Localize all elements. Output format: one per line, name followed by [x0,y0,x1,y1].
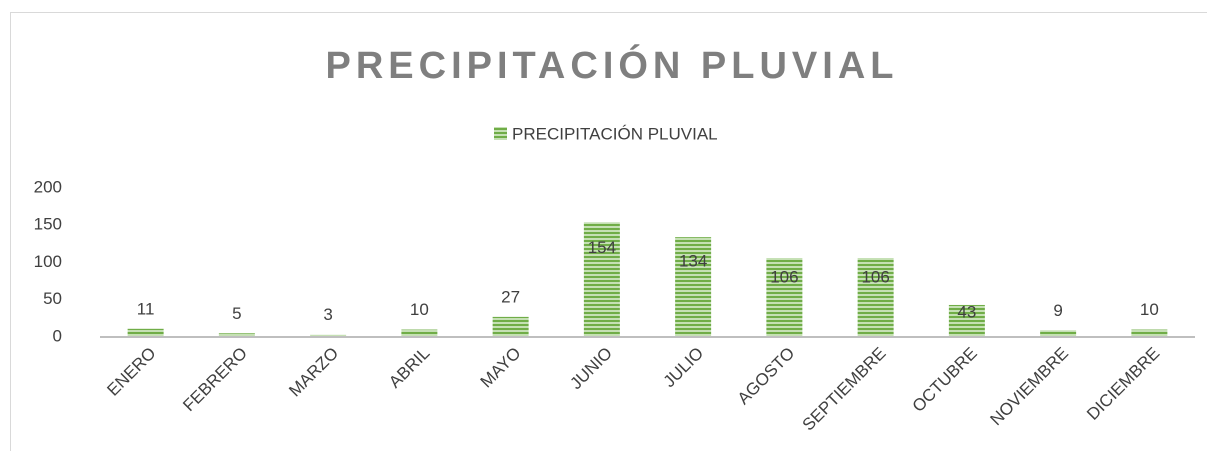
data-label: 27 [501,287,520,306]
legend-label: PRECIPITACIÓN PLUVIAL [512,124,718,143]
data-label: 106 [770,267,798,286]
x-tick-label: OCTUBRE [909,344,981,416]
data-label: 43 [957,302,976,321]
data-label: 5 [232,304,241,323]
bar [1040,330,1077,337]
bar [583,222,620,337]
data-label: 11 [137,299,155,318]
x-tick-label: NOVIEMBRE [987,344,1073,430]
x-tick-label: DICIEMBRE [1083,344,1163,424]
x-tick-label: MARZO [285,344,342,401]
data-label: 10 [1140,300,1159,319]
bar [218,333,255,337]
x-tick-label: JULIO [660,344,708,392]
data-label: 134 [679,252,707,271]
legend-swatch [494,127,507,140]
y-tick-label: 200 [34,177,62,196]
bar [948,304,985,337]
y-tick-label: 150 [34,215,62,234]
bar [1131,329,1168,337]
y-tick-label: 100 [34,252,62,271]
x-tick-label: JUNIO [566,344,615,393]
bar [401,329,438,337]
x-tick-label: ABRIL [385,344,433,392]
bar [127,328,164,337]
y-tick-label: 50 [43,289,62,308]
data-label: 9 [1053,301,1062,320]
data-label: 10 [410,300,429,319]
bar [492,316,529,337]
data-label: 154 [588,238,616,257]
y-tick-label: 0 [53,326,62,345]
bar [675,237,712,337]
x-tick-label: FEBRERO [179,344,251,416]
data-label: 106 [861,267,889,286]
x-tick-label: SEPTIEMBRE [799,344,890,435]
bar [766,258,803,337]
data-label: 3 [323,305,332,324]
x-tick-label: AGOSTO [734,344,799,409]
chart-border [10,12,1207,451]
bar [857,258,894,337]
x-tick-label: MAYO [477,344,525,392]
chart-title: PRECIPITACIÓN PLUVIAL [326,43,899,87]
x-tick-label: ENERO [103,344,159,400]
bar [310,334,347,337]
